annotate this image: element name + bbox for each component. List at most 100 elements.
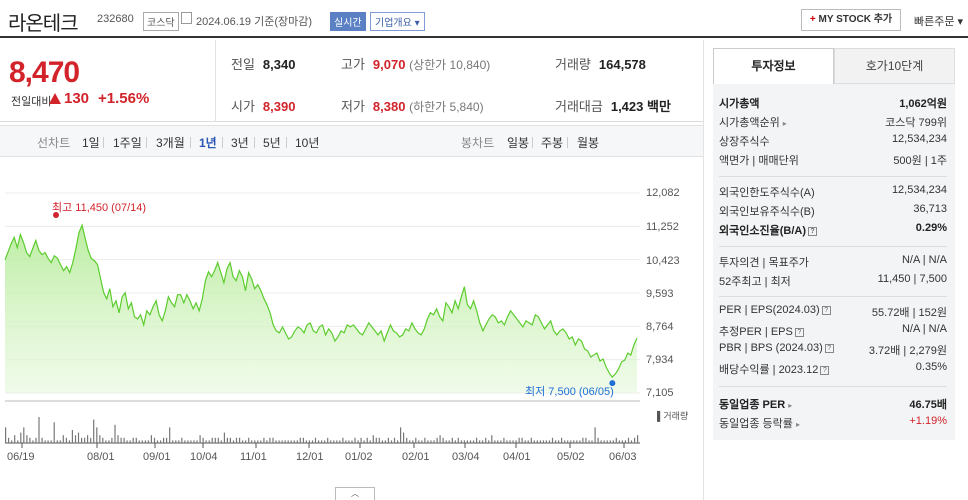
volume-bar	[105, 440, 107, 443]
company-info-dropdown[interactable]: 기업개요 ▾	[370, 12, 425, 31]
volume-bar	[555, 440, 557, 443]
tab-3y[interactable]: 3년	[231, 136, 249, 150]
x-tick-label: 09/01	[143, 451, 171, 463]
stat-open: 시가 8,390	[231, 96, 295, 115]
tab-order-book[interactable]: 호가10단계	[834, 48, 955, 84]
info-row-foreign-ratio: 외국인소진율(B/A)? 0.29%	[719, 222, 947, 240]
volume-bar	[81, 437, 83, 443]
info-row-market-cap: 시가총액 1,062억원	[719, 95, 947, 113]
volume-bar	[129, 440, 131, 443]
volume-bar	[378, 437, 380, 443]
tab-monthly[interactable]: 월봉	[577, 136, 600, 150]
volume-bar	[406, 437, 408, 443]
volume-bar	[166, 437, 168, 443]
volume-bar	[163, 437, 165, 443]
volume-bar	[187, 440, 189, 443]
volume-bar	[545, 440, 547, 443]
volume-bar	[160, 440, 162, 443]
volume-bar	[637, 435, 639, 443]
volume-bar	[211, 437, 213, 443]
volume-bar	[175, 440, 177, 443]
volume-bar	[369, 440, 371, 443]
volume-bar	[330, 440, 332, 443]
tab-10y[interactable]: 10년	[295, 136, 320, 150]
volume-bar	[436, 437, 438, 443]
volume-bar	[220, 440, 222, 443]
tab-daily[interactable]: 일봉	[507, 136, 530, 150]
volume-bar	[412, 440, 414, 443]
add-my-stock-button[interactable]: + MY STOCK 추가	[801, 9, 901, 31]
volume-bar	[390, 440, 393, 443]
realtime-button[interactable]: 실시간	[330, 12, 366, 31]
volume-bar	[117, 435, 119, 443]
volume-bar	[11, 440, 13, 443]
info-body: 시가총액 1,062억원 시가총액순위 ▸ 코스닥 799위 상장주식수 12,534…	[713, 84, 955, 440]
volume-bar	[156, 440, 159, 443]
volume-bar	[624, 440, 626, 443]
volume-bar	[439, 435, 441, 443]
volume-bar	[621, 440, 623, 443]
volume-bar	[126, 440, 128, 443]
info-row-opinion: 투자의견 | 목표주가 N/A | N/A	[719, 254, 947, 272]
y-tick-label: 11,252	[646, 221, 679, 233]
volume-bar	[284, 440, 286, 443]
volume-bar	[193, 440, 195, 443]
tab-5y[interactable]: 5년	[263, 136, 281, 150]
tab-1y[interactable]: 1년	[199, 136, 217, 150]
collapse-button[interactable]: ︿	[335, 487, 375, 500]
stock-header: 라온테크 232680 코스닥 2024.06.19 기준(장마감) 실시간 기…	[0, 0, 968, 38]
info-row-foreign-holding: 외국인보유주식수(B) 36,713	[719, 203, 947, 221]
volume-bar	[485, 437, 487, 443]
help-icon[interactable]: ?	[794, 328, 804, 337]
line-chart-label: 선차트	[37, 136, 71, 150]
info-tabs: 투자정보 호가10단계	[713, 48, 955, 84]
stat-label: 전일	[231, 57, 255, 72]
low-marker	[609, 380, 616, 387]
tab-1d[interactable]: 1일	[82, 136, 100, 150]
quick-order-link[interactable]: 빠른주문 ▾	[914, 13, 963, 29]
volume-bar	[524, 440, 526, 443]
volume-bar	[500, 440, 502, 443]
volume-bar	[44, 440, 46, 443]
upper-limit: (상한가 10,840)	[409, 58, 491, 72]
divider	[719, 246, 947, 247]
help-icon[interactable]: ?	[824, 344, 834, 353]
volume-bar	[400, 427, 402, 443]
volume-bar	[360, 437, 362, 443]
volume-bar	[336, 440, 338, 443]
volume-bar	[457, 437, 459, 443]
triangle-right-icon: ▸	[795, 420, 800, 429]
help-icon[interactable]: ?	[808, 227, 817, 236]
price-summary	[0, 40, 703, 122]
tab-weekly[interactable]: 주봉	[541, 136, 564, 150]
info-label: 액면가 | 매매단위	[719, 155, 799, 167]
info-value: 3.72배 | 2,279원	[868, 345, 947, 357]
volume-bar	[512, 440, 514, 443]
volume-bar	[311, 440, 314, 443]
volume-bar	[114, 424, 116, 443]
volume-bar	[573, 440, 575, 443]
help-icon[interactable]: ?	[821, 306, 831, 315]
volume-bar	[38, 417, 40, 443]
volume-bar	[488, 440, 490, 443]
volume-bar	[305, 440, 307, 443]
info-label: 외국인소진율(B/A)	[719, 225, 806, 237]
price-chart[interactable]	[0, 0, 703, 500]
tab-1w[interactable]: 1주일	[113, 136, 142, 150]
volume-bar	[509, 440, 511, 443]
volume-bar	[363, 440, 365, 443]
info-value: 코스닥 799위	[885, 117, 947, 129]
volume-bar	[442, 437, 444, 443]
volume-bar	[181, 437, 183, 443]
change-label: 전일대비	[11, 96, 52, 108]
info-label: 외국인보유주식수(B)	[719, 206, 815, 218]
tab-3m[interactable]: 3개월	[156, 136, 185, 150]
tab-investment-info[interactable]: 투자정보	[713, 48, 834, 84]
x-tick-label: 12/01	[296, 451, 324, 463]
help-icon[interactable]: ?	[820, 366, 830, 375]
volume-bar	[634, 437, 636, 443]
info-value: 55.72배 | 152원	[871, 307, 947, 319]
volume-bar	[217, 437, 219, 443]
volume-bar	[542, 440, 544, 443]
volume-bar	[348, 440, 350, 443]
